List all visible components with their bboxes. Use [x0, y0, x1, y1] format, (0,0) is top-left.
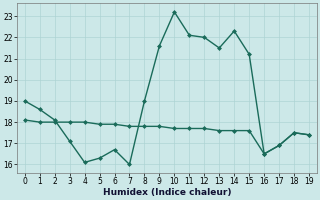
X-axis label: Humidex (Indice chaleur): Humidex (Indice chaleur) — [103, 188, 231, 197]
